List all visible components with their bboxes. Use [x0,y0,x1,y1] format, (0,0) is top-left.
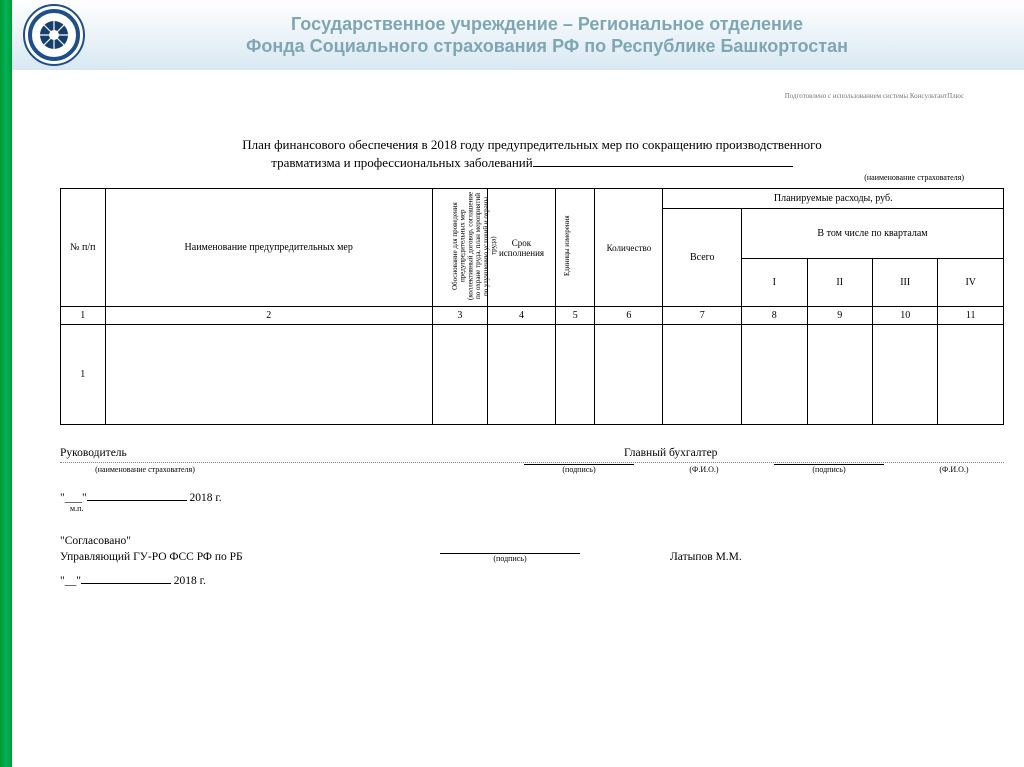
agreed-label: "Согласовано" [60,535,1004,547]
dotted-separator [60,462,1004,463]
th-kvartals: В том числе по кварталам [742,209,1004,259]
th-plan-group: Планируемые расходы, руб. [663,189,1004,209]
manager-name: Латыпов М.М. [670,551,820,563]
mp-note: м.п. [70,504,1004,513]
signature-block: Руководитель Главный бухгалтер (наименов… [60,447,1004,587]
th-kol: Количество [595,189,663,307]
column-number-row: 1 2 3 4 5 6 7 8 9 10 11 [61,307,1004,325]
prepared-note: Подготовлено с использованием системы Ко… [785,92,964,100]
agree-block: "Согласовано" Управляющий ГУ-РО ФСС РФ п… [60,535,1004,587]
header-title: Государственное учреждение – Регионально… [90,13,1024,58]
data-row-1: 1 [61,325,1004,425]
glav-buh-label: Главный бухгалтер [624,447,774,459]
header-line-2: Фонда Социального страхования РФ по Респ… [246,36,848,56]
strahovatel-caption: (наименование страхователя) [60,173,1004,182]
doc-title-line-2: травматизма и профессиональных заболеван… [271,155,532,170]
strahovatel-blank [533,155,793,167]
th-q3: III [872,259,937,307]
th-osnov: Обоснование для проведения предупредител… [432,189,487,307]
th-edin: Единицы измерения [556,189,595,307]
rukovoditel-label: Руководитель [60,447,180,459]
left-accent-stripe [0,0,12,767]
header-line-1: Государственное учреждение – Регионально… [291,14,803,34]
manager-label: Управляющий ГУ-РО ФСС РФ по РБ [60,551,320,563]
th-q1: I [742,259,807,307]
podpis-caption-3: (подпись) [493,554,526,563]
date-line-1: "___" 2018 г. [60,492,1004,504]
th-q2: II [807,259,872,307]
document-area: Подготовлено с использованием системы Ко… [60,78,1004,757]
th-name: Наименование предупредительных мер [105,189,432,307]
fio-caption-1: (Ф.И.О.) [689,465,718,474]
plan-table: № п/п Наименование предупредительных мер… [60,188,1004,425]
podpis-caption-2: (подпись) [812,465,845,474]
podpis-caption-1: (подпись) [562,465,595,474]
th-q4: IV [938,259,1004,307]
fio-caption-2: (Ф.И.О.) [939,465,968,474]
fss-logo [18,3,90,67]
naimen-strah-caption: (наименование страхователя) [95,465,195,474]
document-title: План финансового обеспечения в 2018 году… [60,136,1004,171]
th-vsego: Всего [663,209,742,307]
doc-title-line-1: План финансового обеспечения в 2018 году… [242,137,821,152]
th-num: № п/п [61,189,106,307]
date-line-2: "__" 2018 г. [60,575,1004,587]
row-num: 1 [61,325,106,425]
header-band: Государственное учреждение – Регионально… [12,0,1024,70]
